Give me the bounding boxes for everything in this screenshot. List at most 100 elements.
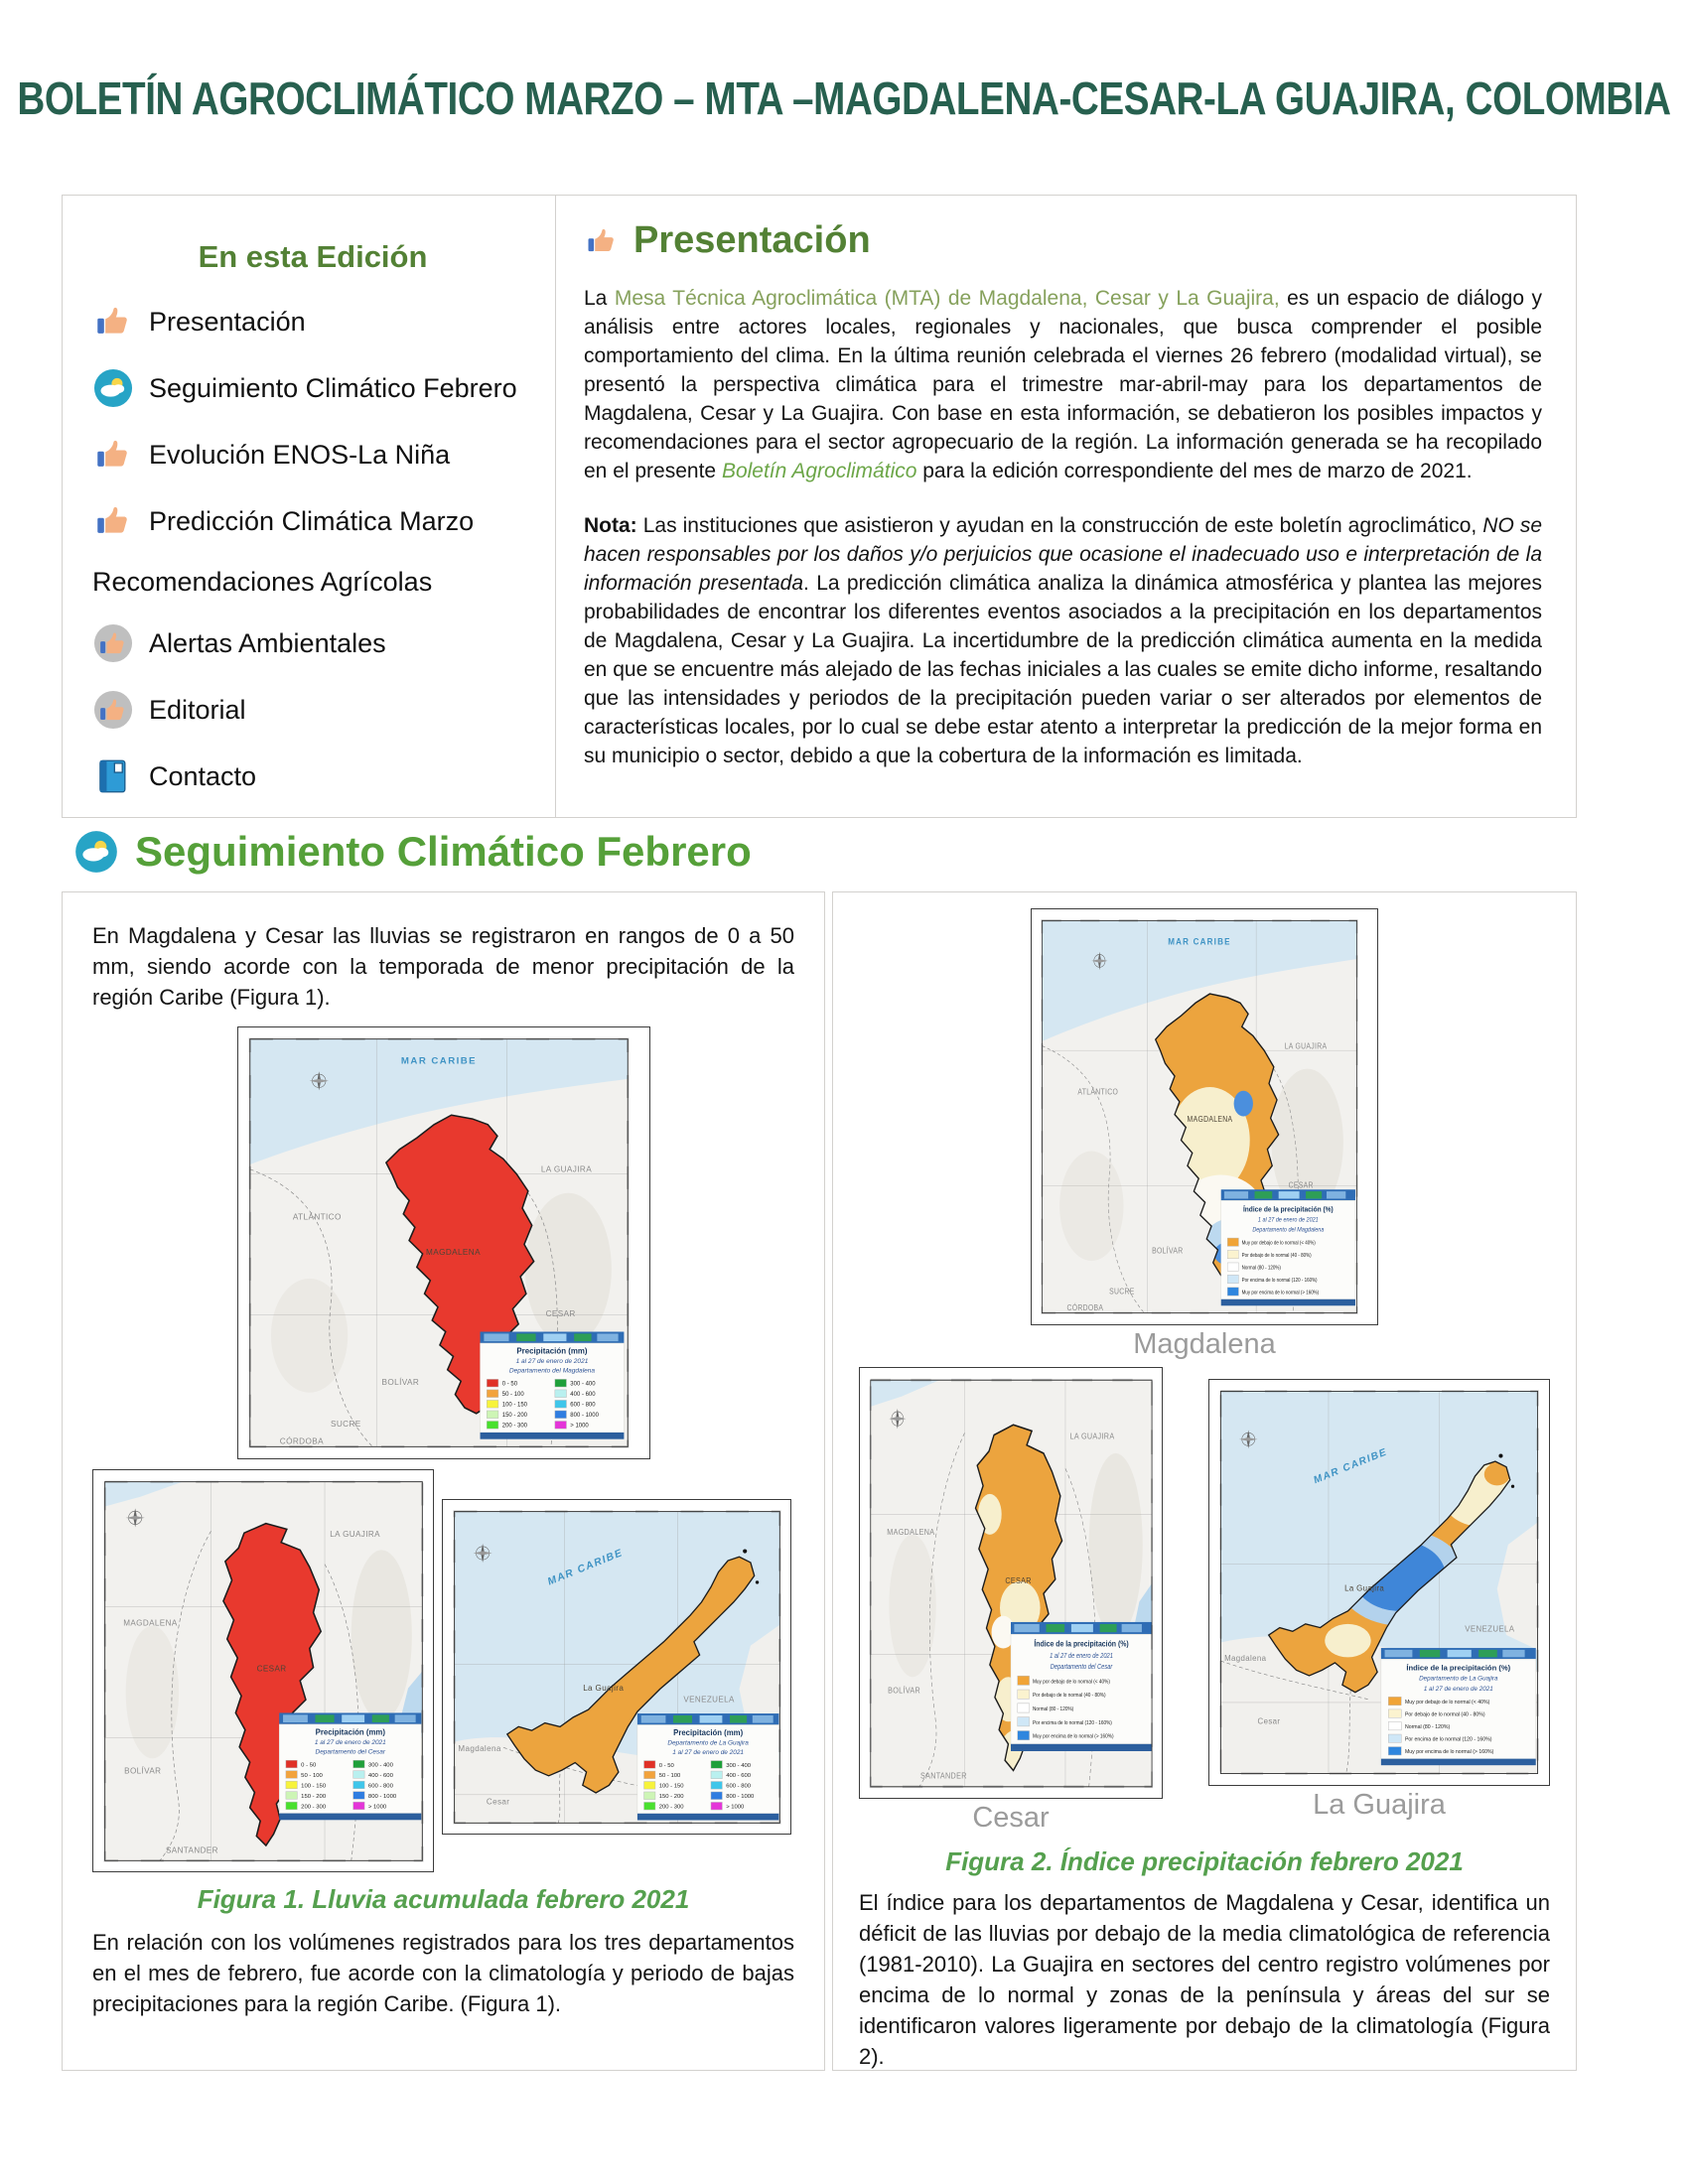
thumbs-up-icon: [92, 301, 134, 342]
legend-class: Muy por encima de lo normal (> 160%): [1033, 1733, 1114, 1740]
presentacion-heading: Presentación: [584, 219, 1542, 262]
legend-swatch: [486, 1400, 498, 1409]
legend-range: 600 - 800: [368, 1783, 394, 1789]
fig2-cesar-block: LA GUAJIRA MAGDALENA CESAR BOLÍVAR SANTA…: [859, 1367, 1163, 1835]
region-label-santander: SANTANDER: [920, 1771, 967, 1781]
compass-icon: [125, 1508, 145, 1528]
legend-swatch: [352, 1770, 365, 1779]
legend-range: 200 - 300: [301, 1804, 327, 1810]
nota-label: Nota:: [584, 514, 637, 537]
legend-title: Índice de la precipitación (%): [1243, 1204, 1334, 1214]
fig1-cesar-map-canvas: LA GUAJIRA MAGDALENA CESAR BOLÍVAR SANTA…: [97, 1474, 429, 1867]
seguimiento-columns: En Magdalena y Cesar las lluvias se regi…: [62, 891, 1577, 2071]
legend-swatch: [1017, 1675, 1030, 1686]
right-paragraph-1: El índice para los departamentos de Magd…: [859, 1890, 1550, 2069]
legend-title: Precipitación (mm): [316, 1727, 386, 1736]
legend-swatch: [352, 1780, 365, 1790]
legend-range: 50 - 100: [659, 1773, 681, 1779]
sea-label: MAR CARIBE: [400, 1056, 476, 1067]
legend-department: Departamento del Magdalena: [1252, 1227, 1325, 1233]
legend-swatch: [1017, 1716, 1030, 1727]
legend-swatch: [643, 1802, 656, 1811]
legend-range: 50 - 100: [501, 1392, 524, 1398]
sea-label: MAR CARIBE: [1168, 936, 1230, 947]
legend-range: 300 - 400: [570, 1382, 596, 1388]
legend-class: Muy por debajo de lo normal (< 40%): [1405, 1700, 1490, 1706]
region-label-magdalena: MAGDALENA: [426, 1248, 481, 1257]
legend-title: Índice de la precipitación (%): [1406, 1663, 1510, 1672]
text-run: para la edición correspondiente del mes …: [916, 460, 1473, 482]
legend-swatch: [486, 1410, 498, 1419]
figure1-column: En Magdalena y Cesar las lluvias se regi…: [62, 891, 825, 2071]
sidebar-item-seguimiento[interactable]: Seguimiento Climático Febrero: [92, 367, 533, 409]
sidebar-item-contacto[interactable]: Contacto: [92, 755, 533, 797]
legend-swatch: [486, 1379, 498, 1388]
sidebar-item-prediccion[interactable]: Predicción Climática Marzo: [92, 500, 533, 542]
region-label-la-guajira: LA GUAJIRA: [330, 1530, 380, 1539]
legend-swatch: [710, 1760, 723, 1769]
legend-range: 150 - 200: [659, 1794, 685, 1800]
fig1-magdalena-map: MAR CARIBE LA GUAJIRA ATLÁNTICO MAGDALEN…: [236, 1026, 650, 1459]
fig2-cesar-map: LA GUAJIRA MAGDALENA CESAR BOLÍVAR SANTA…: [859, 1367, 1163, 1799]
fig1-guajira-legend: Precipitación (mm) Departamento de La Gu…: [636, 1713, 779, 1821]
legend-class: Muy por encima de lo normal (> 160%): [1242, 1290, 1320, 1296]
text-run: . La predicción climática analiza la din…: [584, 572, 1542, 767]
legend-swatch: [285, 1759, 298, 1769]
legend-department: Departamento de La Guajira: [667, 1739, 749, 1746]
region-label-cordoba: CÓRDOBA: [1066, 1302, 1103, 1312]
region-label-atlantico: ATLÁNTICO: [292, 1212, 341, 1222]
region-label-bolivar: BOLÍVAR: [888, 1686, 920, 1696]
sidebar-item-alertas[interactable]: Alertas Ambientales: [92, 622, 533, 664]
legend-swatch: [554, 1410, 567, 1419]
legend-range: 800 - 1000: [726, 1794, 755, 1800]
legend-swatch: [1388, 1708, 1402, 1718]
region-label-cesar: CESAR: [545, 1309, 575, 1318]
legend-range: 0 - 50: [501, 1382, 517, 1388]
legend-class: Por encima de lo normal (120 - 160%): [1033, 1719, 1112, 1726]
legend-period: 1 al 27 de enero de 2021: [315, 1739, 386, 1746]
legend-range: 200 - 300: [501, 1424, 527, 1430]
region-label-magdalena: MAGDALENA: [887, 1527, 934, 1537]
legend-class: Por encima de lo normal (120 - 160%): [1242, 1278, 1318, 1284]
legend-period: 1 al 27 de enero de 2021: [672, 1749, 744, 1756]
legend-range: 150 - 200: [501, 1413, 527, 1419]
region-label-magdalena: Magdalena: [1224, 1654, 1267, 1663]
legend-department: Departamento del Cesar: [1051, 1664, 1113, 1672]
region-label-magdalena: Magdalena: [458, 1744, 500, 1753]
cloud-icon: [73, 829, 119, 875]
fig1-cesar-map: LA GUAJIRA MAGDALENA CESAR BOLÍVAR SANTA…: [92, 1469, 434, 1872]
fig2-magdalena-map-canvas: MAR CARIBE LA GUAJIRA ATLÁNTICO MAGDALEN…: [1036, 913, 1363, 1320]
legend-swatch: [1226, 1237, 1239, 1247]
sidebar-item-editorial[interactable]: Editorial: [92, 689, 533, 731]
legend-range: 0 - 50: [659, 1763, 675, 1769]
presentacion-section: Presentación La Mesa Técnica Agroclimáti…: [556, 196, 1576, 817]
legend-swatch: [710, 1802, 723, 1811]
sidebar-item-presentacion[interactable]: Presentación: [92, 301, 533, 342]
region-label-bolivar: BOLÍVAR: [1152, 1246, 1183, 1256]
seguimiento-heading: Seguimiento Climático Febrero: [73, 828, 752, 876]
sidebar-item-label: Editorial: [149, 694, 246, 725]
legend-swatch: [285, 1801, 298, 1811]
legend-swatch: [1017, 1703, 1030, 1713]
figure2-caption: Figura 2. Índice precipitación febrero 2…: [945, 1846, 1464, 1876]
legend-range: 100 - 150: [659, 1784, 685, 1790]
region-label-cesar: Cesar: [487, 1797, 509, 1806]
sidebar-item-recomendaciones[interactable]: Recomendaciones Agrícolas: [92, 567, 533, 598]
region-label-sucre: SUCRE: [1109, 1287, 1135, 1297]
fig2-guajira-map-canvas: La Guajira MAR CARIBE VENEZUELA Magdalen…: [1213, 1384, 1545, 1781]
legend-department: Departamento de La Guajira: [1419, 1676, 1498, 1683]
region-label-cesar: CESAR: [1289, 1180, 1314, 1190]
fig2-guajira-block: La Guajira MAR CARIBE VENEZUELA Magdalen…: [1208, 1379, 1550, 1822]
left-paragraph-1: En Magdalena y Cesar las lluvias se regi…: [92, 923, 794, 1010]
fig1-guajira-map-canvas: MAR CARIBE La Guajira VENEZUELA Magdalen…: [447, 1504, 786, 1830]
sidebar-item-enos[interactable]: Evolución ENOS-La Niña: [92, 434, 533, 476]
text-run: Las instituciones que asistieron y ayuda…: [636, 514, 1483, 537]
legend-swatch: [486, 1421, 498, 1430]
legend-swatch: [554, 1379, 567, 1388]
legend-swatch: [1226, 1262, 1239, 1272]
legend-swatch: [1388, 1733, 1402, 1743]
legend-swatch: [1226, 1287, 1239, 1297]
region-label-cesar: CESAR: [257, 1664, 287, 1673]
sidebar-item-label: Alertas Ambientales: [149, 627, 386, 658]
